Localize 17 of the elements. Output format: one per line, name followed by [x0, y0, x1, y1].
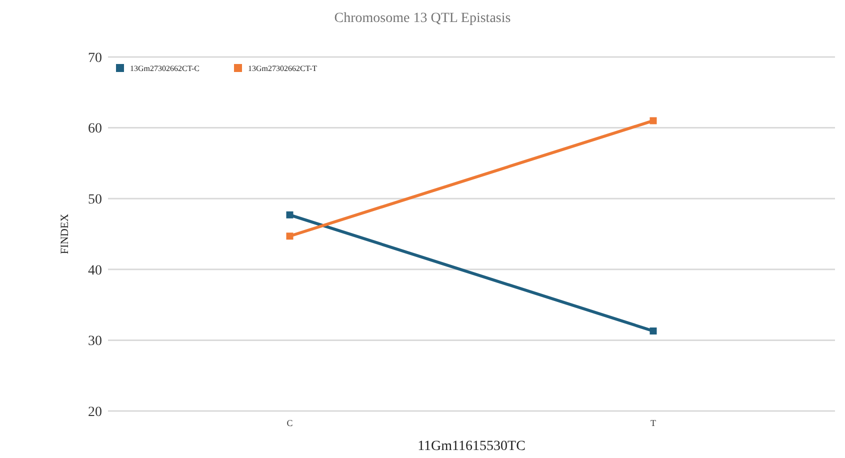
chart-title: Chromosome 13 QTL Epistasis: [334, 11, 511, 26]
y-tick-label: 60: [88, 122, 102, 137]
legend-label: 13Gm27302662CT-T: [248, 64, 318, 73]
x-tick-label: T: [650, 418, 656, 428]
y-tick-label: 70: [88, 50, 102, 66]
y-tick-label: 30: [88, 334, 102, 350]
point: [650, 117, 657, 124]
point: [286, 211, 294, 218]
y-tick-label: 40: [88, 263, 102, 278]
x-tick-label: C: [286, 418, 293, 428]
point: [286, 232, 294, 240]
x-axis-title: 11Gm11615530TC: [418, 439, 526, 454]
y-tick-label: 50: [88, 192, 102, 208]
point: [650, 327, 657, 334]
y-tick-label: 20: [88, 404, 102, 420]
legend-label: 13Gm27302662CT-C: [130, 64, 200, 73]
y-axis-title: FINDEX: [59, 214, 71, 254]
